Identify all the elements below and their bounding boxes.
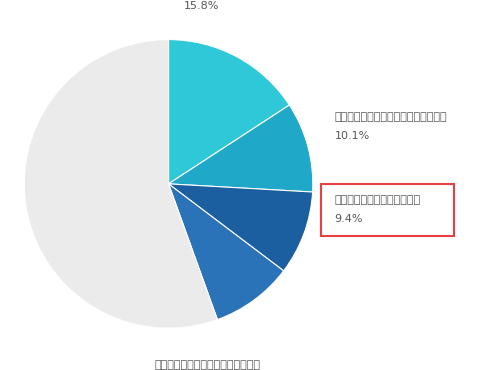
Wedge shape [168, 184, 312, 271]
Text: 15.8%: 15.8% [184, 1, 219, 11]
Text: 接客態度への不満（照射時）: 接客態度への不満（照射時） [335, 195, 420, 205]
Wedge shape [168, 184, 284, 320]
Wedge shape [24, 40, 217, 328]
Text: 接客態度への不満（カウンセリング）: 接客態度への不満（カウンセリング） [335, 112, 447, 122]
Text: 9.4%: 9.4% [335, 214, 363, 224]
Text: 期待していた効果が得られていない: 期待していた効果が得られていない [155, 360, 261, 370]
Wedge shape [168, 40, 289, 184]
Wedge shape [168, 105, 313, 192]
Text: 10.1%: 10.1% [335, 131, 370, 141]
